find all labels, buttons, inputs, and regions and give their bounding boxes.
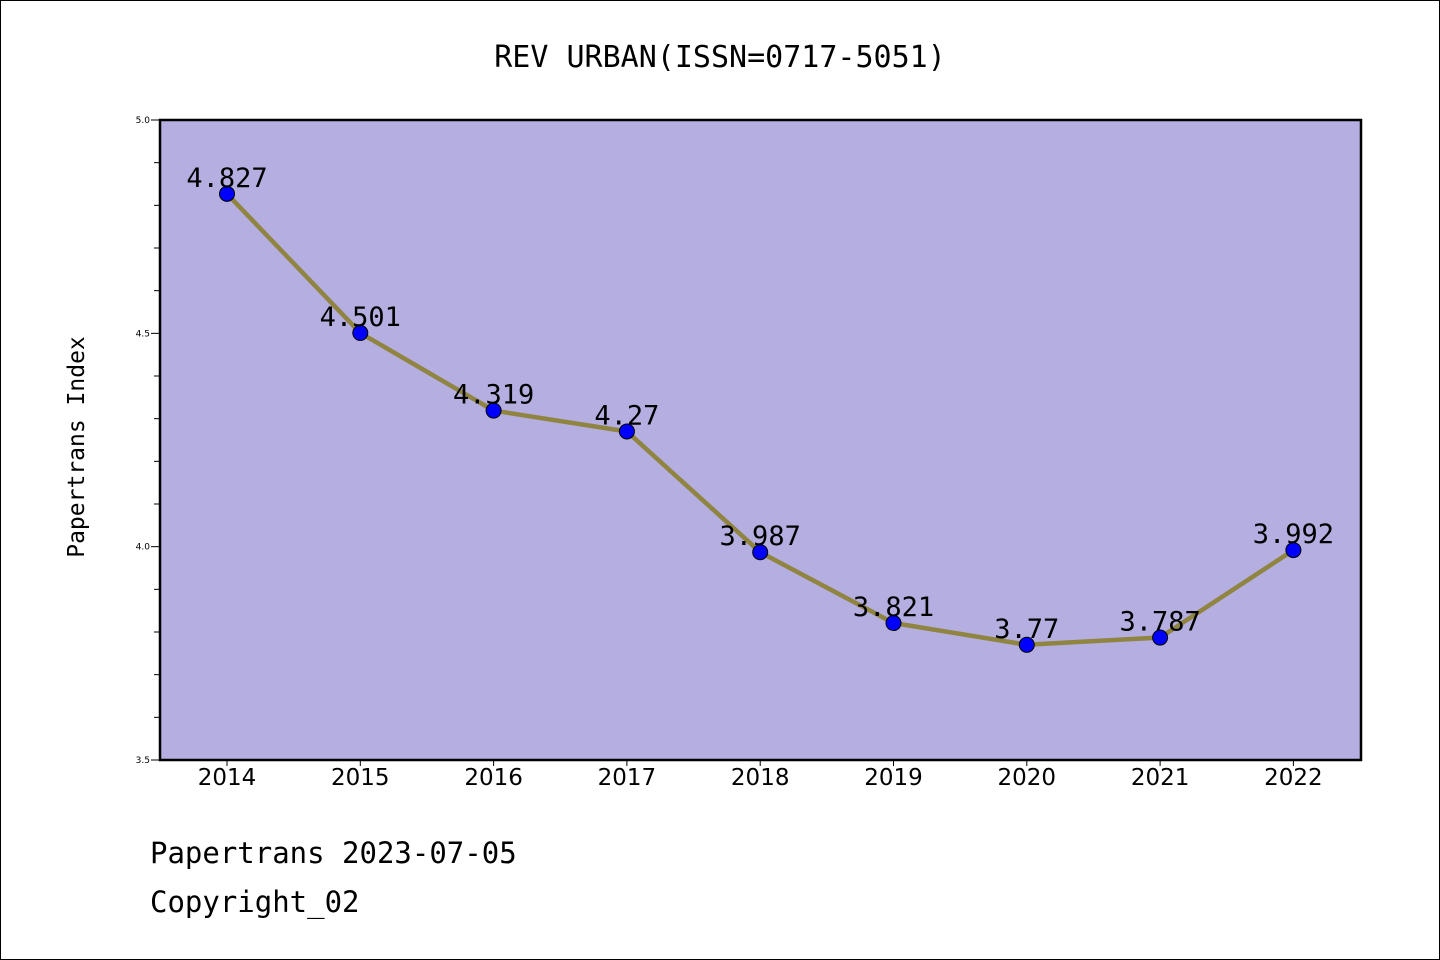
x-tick-label: 2018 — [731, 765, 790, 791]
data-label: 3.787 — [1119, 607, 1200, 638]
data-labels: 4.827 4.501 4.319 4.27 3.987 3.821 3.77 3.787 3.… — [186, 163, 1334, 645]
data-label: 3.821 — [853, 592, 934, 623]
x-tick-label: 2022 — [1264, 765, 1323, 791]
plot-area — [158, 118, 1363, 762]
chart-title: REV URBAN(ISSN=0717-5051) — [494, 40, 946, 75]
y-axis-label: Papertrans Index — [64, 336, 90, 558]
footer-copyright: Copyright_02 — [150, 885, 360, 919]
footer-date: Papertrans 2023-07-05 — [150, 836, 517, 870]
y-tick-label: 4.5 — [136, 329, 150, 339]
data-point — [885, 615, 902, 632]
data-label: 4.827 — [186, 163, 267, 194]
data-point — [1285, 542, 1302, 559]
data-label: 3.992 — [1253, 519, 1334, 550]
x-tick-label: 2019 — [864, 765, 923, 791]
x-tick-label: 2015 — [331, 765, 390, 791]
x-tick-label: 2021 — [1131, 765, 1190, 791]
data-label: 3.77 — [994, 614, 1059, 645]
y-tick-label: 3.5 — [136, 756, 150, 766]
x-tick-label: 2014 — [198, 765, 257, 791]
y-axis: 3.5 4.0 4.5 5.0 — [136, 116, 160, 766]
y-tick-label: 5.0 — [136, 116, 151, 126]
x-tick-label: 2016 — [464, 765, 523, 791]
data-point — [618, 423, 635, 440]
data-label: 4.27 — [594, 400, 659, 431]
series-markers — [219, 185, 1302, 653]
data-label: 4.501 — [320, 302, 401, 333]
data-point — [352, 324, 369, 341]
data-label: 3.987 — [720, 521, 801, 552]
data-point — [219, 185, 235, 202]
data-point — [752, 544, 769, 561]
data-point — [1018, 636, 1035, 653]
x-tick-label: 2017 — [598, 765, 657, 791]
x-tick-label: 2020 — [998, 765, 1057, 791]
x-axis: 2014 2015 2016 2017 2018 2019 2020 2021 2022 — [198, 760, 1323, 791]
data-label: 4.319 — [453, 380, 534, 411]
y-tick-label: 4.0 — [136, 543, 151, 553]
data-point — [485, 402, 502, 419]
data-point — [1152, 629, 1169, 646]
